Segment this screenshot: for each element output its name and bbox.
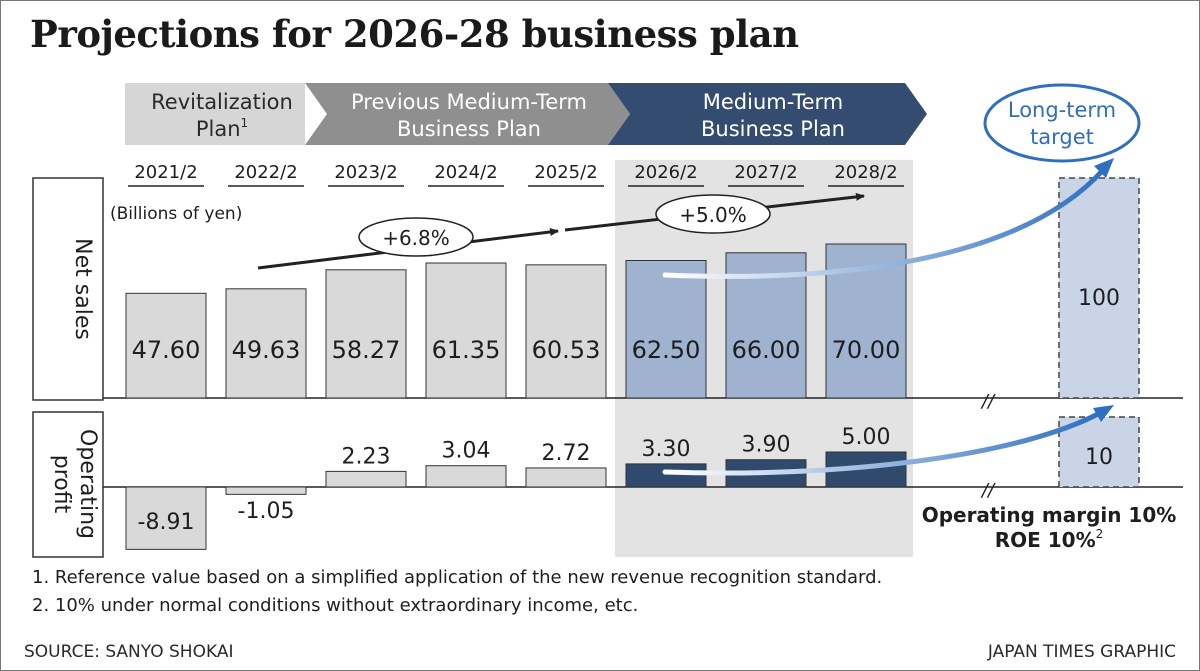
- phase-chevron-1: [125, 83, 305, 145]
- phase-1-note-mark: 1: [241, 116, 249, 130]
- year-label: 2026/2: [634, 162, 697, 183]
- source-label: SOURCE: SANYO SHOKAI: [24, 642, 234, 662]
- net-sales-value-label: 58.27: [332, 336, 401, 364]
- target-arrow-operating-profit: [662, 410, 1103, 476]
- target-net-sales-bar: [1058, 177, 1140, 399]
- year-label: 2022/2: [234, 162, 297, 183]
- net-sales-bar: [325, 269, 407, 399]
- operating-profit-header-line-1: Operating: [75, 429, 100, 539]
- year-label: 2025/2: [534, 162, 597, 183]
- footnote-2: 2. 10% under normal conditions without e…: [32, 595, 639, 616]
- operating-profit-bar: [225, 486, 307, 495]
- axis-break-mark-operating-profit: //: [980, 480, 996, 501]
- growth-label-previous-plan: +6.8%: [382, 226, 450, 250]
- phase-label-2-line-2: Business Plan: [397, 117, 541, 141]
- target-arrowhead-net-sales: [1094, 158, 1114, 178]
- operating-profit-value-label: -1.05: [238, 499, 295, 524]
- net-sales-value-label: 49.63: [232, 336, 301, 364]
- operating-profit-value-label: 3.90: [742, 433, 791, 458]
- target-operating-profit-bar: [1058, 416, 1140, 488]
- net-sales-value-label: 62.50: [632, 336, 701, 364]
- operating-margin-target: Operating margin 10%: [922, 503, 1177, 527]
- operating-profit-value-label: 2.23: [342, 444, 391, 469]
- operating-profit-bar: [325, 470, 407, 488]
- net-sales-bar: [225, 288, 307, 399]
- target-arrowhead-operating-profit: [1093, 405, 1114, 422]
- footnote-1: 1. Reference value based on a simplified…: [32, 567, 883, 588]
- phase-label-3-line-1: Medium-Term: [703, 90, 844, 114]
- growth-badge-current-plan: [655, 194, 771, 234]
- long-term-target-ellipse: [983, 83, 1141, 163]
- target-operating-profit-label: 10: [1085, 445, 1113, 470]
- operating-profit-value-label: 3.30: [642, 437, 691, 462]
- net-sales-bar: [125, 292, 207, 399]
- net-sales-value-label: 60.53: [532, 336, 601, 364]
- phase-label-3-line-2: Business Plan: [701, 117, 845, 141]
- phase-label-2-line-1: Previous Medium-Term: [351, 90, 587, 114]
- year-label: 2024/2: [434, 162, 497, 183]
- year-label: 2023/2: [334, 162, 397, 183]
- long-term-target-line-2: target: [1030, 125, 1094, 149]
- net-sales-bar: [425, 262, 507, 399]
- long-term-target-line-1: Long-term: [1008, 98, 1116, 122]
- target-arrow-net-sales: [662, 167, 1106, 279]
- net-sales-bar: [525, 264, 607, 399]
- credit-label: JAPAN TIMES GRAPHIC: [987, 642, 1176, 662]
- phase-chevron-3: [608, 83, 927, 145]
- net-sales-value-label: 70.00: [832, 336, 901, 364]
- operating-profit-header-line-2: profit: [49, 455, 74, 514]
- operating-profit-value-label: 3.04: [442, 439, 491, 464]
- year-label: 2028/2: [834, 162, 897, 183]
- operating-profit-bar: [625, 463, 707, 488]
- operating-profit-bar: [125, 486, 207, 550]
- net-sales-bar: [625, 260, 707, 399]
- net-sales-header-label: Net sales: [70, 238, 95, 340]
- net-sales-value-label: 47.60: [132, 336, 201, 364]
- net-sales-value-label: 61.35: [432, 336, 501, 364]
- operating-profit-header-box: [32, 411, 104, 558]
- growth-label-current-plan: +5.0%: [679, 203, 747, 227]
- operating-profit-value-label: 5.00: [842, 425, 891, 450]
- year-label: 2021/2: [134, 162, 197, 183]
- operating-profit-value-label: 2.72: [542, 441, 591, 466]
- growth-badge-previous-plan: [358, 217, 474, 257]
- unit-label: (Billions of yen): [110, 204, 242, 224]
- operating-profit-bar: [425, 465, 507, 488]
- roe-target: ROE 10%2: [995, 527, 1104, 552]
- phase-label-1-line-2: Plan1: [196, 116, 248, 141]
- operating-profit-bar: [525, 467, 607, 488]
- axis-break-mark-net-sales: //: [980, 391, 996, 412]
- year-label: 2027/2: [734, 162, 797, 183]
- chart-title: Projections for 2026-28 business plan: [30, 12, 799, 56]
- net-sales-value-label: 66.00: [732, 336, 801, 364]
- net-sales-header-box: [32, 177, 104, 401]
- phase-label-1-line-1: Revitalization: [151, 90, 293, 114]
- roe-note-mark: 2: [1096, 527, 1104, 541]
- phase-chevron-2: [305, 83, 630, 145]
- target-net-sales-label: 100: [1078, 286, 1120, 311]
- operating-profit-value-label: -8.91: [138, 510, 195, 535]
